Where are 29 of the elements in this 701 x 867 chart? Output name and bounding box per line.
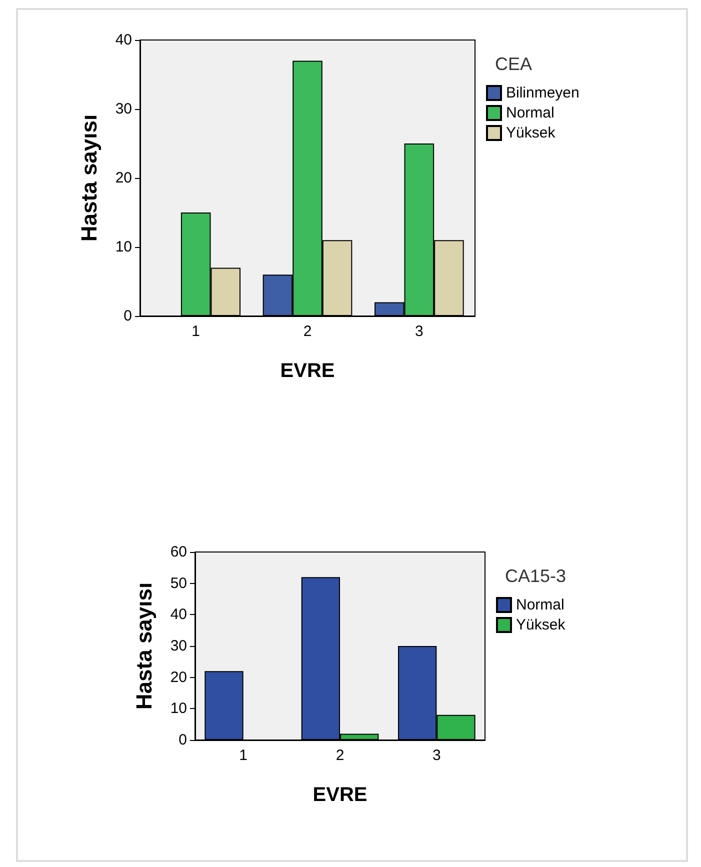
y-tick-label: 20 [115,170,132,186]
legend-label: Normal [506,104,554,122]
y-tick-label: 30 [170,638,187,654]
y-tick-label: 0 [124,308,132,324]
x-axis-title: EVRE [312,784,368,806]
legend-label: Bilinmeyen [506,84,580,102]
legend-title: CA15-3 [505,566,566,586]
x-tick-label: 3 [432,747,441,764]
x-axis-title: EVRE [280,360,335,382]
x-tick-label: 2 [336,747,344,764]
y-tick-label: 20 [170,668,187,686]
y-tick-label: 50 [170,574,187,592]
y-tick-label: 40 [115,32,132,48]
y-tick-label: 30 [115,100,132,118]
legend-label: Yüksek [506,124,556,142]
x-tick-label: 3 [414,323,424,340]
x-tick-label: 2 [303,323,312,340]
y-axis-title: Hasta sayısı [76,114,102,242]
y-tick-label: 60 [170,544,187,560]
x-tick-label: 1 [192,323,200,340]
y-tick-label: 10 [170,700,187,718]
y-axis-title: Hasta sayısı [132,582,156,710]
legend-label: Yüksek [516,616,566,634]
legend-title: CEA [495,54,532,74]
y-tick-label: 10 [115,238,132,256]
legend-label: Normal [516,596,564,614]
y-tick-label: 0 [178,732,187,748]
y-tick-label: 40 [170,606,187,624]
x-tick-label: 1 [239,747,248,764]
